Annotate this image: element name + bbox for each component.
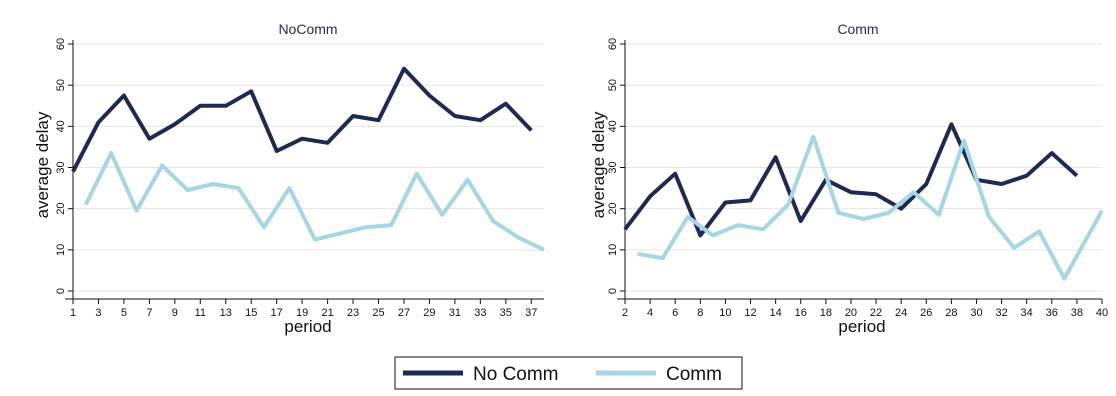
x-tick-label: 30 [970, 307, 982, 319]
x-tick-label: 21 [321, 307, 333, 319]
x-tick-label: 1 [70, 307, 76, 319]
x-tick-label: 2 [622, 307, 628, 319]
x-tick-label: 12 [744, 307, 756, 319]
y-axis-title: average delay [589, 111, 608, 218]
x-tick-label: 32 [995, 307, 1007, 319]
panel-title: Comm [837, 21, 878, 37]
x-tick-label: 19 [296, 307, 308, 319]
x-tick-label: 29 [423, 307, 435, 319]
y-tick-label: 30 [55, 161, 67, 173]
legend-label-no-comm: No Comm [473, 364, 559, 385]
y-tick-label: 60 [55, 38, 67, 50]
x-tick-label: 23 [347, 307, 359, 319]
y-tick-label: 30 [607, 161, 619, 173]
panel-title: NoComm [278, 21, 337, 37]
x-tick-label: 5 [121, 307, 127, 319]
series-line-comm [83, 151, 545, 252]
x-tick-label: 8 [697, 307, 703, 319]
y-tick-label: 60 [607, 38, 619, 50]
y-tick-label: 10 [607, 244, 619, 256]
y-axis-title: average delay [33, 111, 52, 218]
x-tick-label: 27 [398, 307, 410, 319]
x-tick-label: 38 [1071, 307, 1083, 319]
x-tick-label: 26 [920, 307, 932, 319]
x-tick-label: 33 [474, 307, 486, 319]
legend: No Comm Comm [394, 356, 743, 390]
x-tick-label: 28 [945, 307, 957, 319]
x-tick-label: 17 [271, 307, 283, 319]
x-tick-label: 14 [770, 307, 782, 319]
y-tick-label: 40 [55, 120, 67, 132]
x-tick-label: 3 [95, 307, 101, 319]
x-tick-label: 24 [895, 307, 907, 319]
x-axis-title: period [284, 317, 331, 336]
x-tick-label: 9 [172, 307, 178, 319]
x-tick-label: 4 [647, 307, 653, 319]
x-tick-label: 15 [245, 307, 257, 319]
y-tick-label: 0 [55, 288, 67, 294]
y-tick-label: 10 [55, 244, 67, 256]
x-tick-label: 36 [1046, 307, 1058, 319]
x-tick-label: 35 [500, 307, 512, 319]
series-line-comm [637, 134, 1104, 281]
x-tick-label: 16 [795, 307, 807, 319]
x-tick-label: 22 [870, 307, 882, 319]
x-tick-label: 31 [449, 307, 461, 319]
series-line-no-comm [623, 122, 1079, 238]
x-tick-label: 10 [719, 307, 731, 319]
y-tick-label: 50 [55, 79, 67, 91]
x-tick-label: 6 [672, 307, 678, 319]
x-tick-label: 7 [146, 307, 152, 319]
x-tick-label: 34 [1021, 307, 1033, 319]
x-axis-title: period [838, 317, 885, 336]
x-tick-label: 37 [525, 307, 537, 319]
panel-nocomm: NoComm period average delay 0 10 20 30 40 50 6… [33, 21, 545, 336]
panel-comm: Comm period average delay 0 10 20 30 40 50 60 2… [589, 21, 1108, 336]
y-tick-label: 20 [55, 203, 67, 215]
y-tick-label: 40 [607, 120, 619, 132]
x-tick-label: 25 [372, 307, 384, 319]
series-line-no-comm [71, 66, 533, 173]
y-tick-label: 50 [607, 79, 619, 91]
x-tick-label: 40 [1096, 307, 1108, 319]
legend-label-comm: Comm [666, 364, 722, 385]
x-tick-label: 11 [195, 307, 206, 319]
x-tick-label: 13 [220, 307, 232, 319]
x-tick-label: 20 [845, 307, 857, 319]
y-tick-label: 0 [607, 288, 619, 294]
x-tick-label: 18 [820, 307, 832, 319]
y-tick-label: 20 [607, 203, 619, 215]
